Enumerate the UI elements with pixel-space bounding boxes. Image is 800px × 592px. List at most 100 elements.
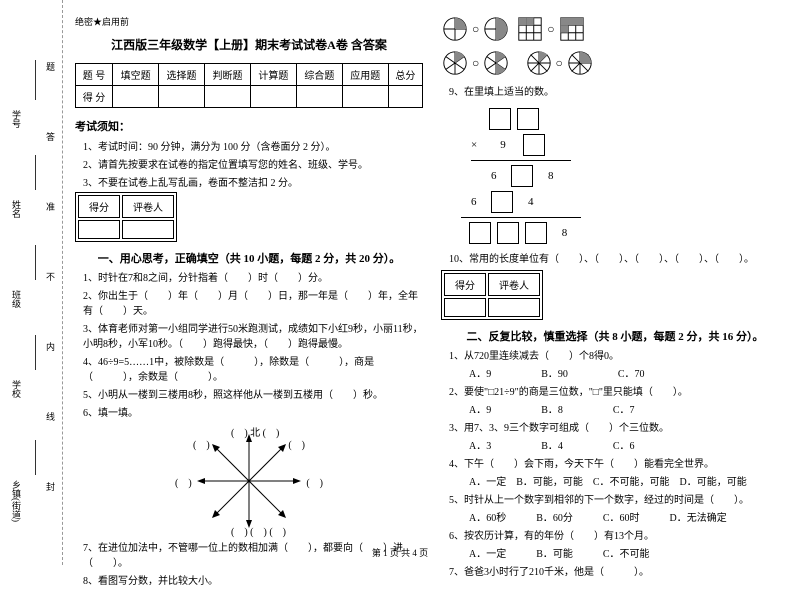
notice-item: 1、考试时间：90 分钟，满分为 100 分（含卷面分 2 分）。 xyxy=(83,138,423,153)
bind-field-township: 乡镇(街道) xyxy=(10,480,23,522)
s2q3: 3、用7、3、9三个数字可组成（ ）个三位数。 xyxy=(449,421,789,436)
compass-ne: ( ) xyxy=(288,436,305,451)
frac-circle: ○ xyxy=(441,15,510,43)
s2q5: 5、时针从上一个数字到相邻的下一个数字，经过的时间是（ ）。 xyxy=(449,493,789,508)
compass-e: ( ) xyxy=(306,474,323,489)
section2-title: 二、反复比较，慎重选择（共 8 小题，每题 2 分，共 16 分）。 xyxy=(441,328,789,344)
bind-line xyxy=(35,60,36,100)
q2: 2、你出生于（ ）年（ ）月（ ）日，那一年是（ ）年，全年有（ ）天。 xyxy=(83,289,423,319)
notice-list: 1、考试时间：90 分钟，满分为 100 分（含卷面分 2 分）。 2、请首先按… xyxy=(83,138,423,189)
blank-box xyxy=(491,191,513,213)
blank-box xyxy=(511,165,533,187)
bind-line xyxy=(35,245,36,280)
q1: 1、时针在7和8之间，分针指着（ ）时（ ）分。 xyxy=(83,271,423,286)
q6: 6、填一填。 xyxy=(83,406,423,421)
compass-n: ( ) 北 ( ) xyxy=(231,424,279,439)
rule-line xyxy=(471,160,571,161)
compass-diagram: ( ) 北 ( ) ( ) ( ) ( ) ( ) ( ) ( ) ( ) xyxy=(179,426,319,536)
notice-item: 2、请首先按要求在试卷的指定位置填写您的姓名、班级、学号。 xyxy=(83,156,423,171)
bind-line xyxy=(35,440,36,475)
rule-line xyxy=(461,217,581,218)
s2q5-opts: A．60秒 B．60分 C．60时 D．无法确定 xyxy=(449,511,789,526)
s2q1: 1、从720里连续减去（ ）个8得0。 xyxy=(449,349,789,364)
cell: 评卷人 xyxy=(488,273,540,296)
notice-item: 3、不要在试卷上乱写乱画，卷面不整洁扣 2 分。 xyxy=(83,174,423,189)
exam-title: 江西版三年级数学【上册】期末考试试卷A卷 含答案 xyxy=(75,36,423,53)
blank-box xyxy=(525,222,547,244)
notice-heading: 考试须知： xyxy=(75,118,423,134)
th: 判断题 xyxy=(204,64,250,86)
td xyxy=(204,86,250,108)
td xyxy=(159,86,205,108)
td: 得 分 xyxy=(76,86,113,108)
compare-circle: ○ xyxy=(472,56,479,71)
compare-circle: ○ xyxy=(472,22,479,37)
fraction-diagrams: ○ ○ ○ ○ xyxy=(441,15,789,77)
right-column: ○ ○ ○ ○ 9、在里填上适当的数。 × 9 xyxy=(441,15,789,592)
seal-mark: 不 xyxy=(46,270,55,283)
td xyxy=(342,86,388,108)
bind-field-class: 班级 xyxy=(10,290,23,308)
td xyxy=(388,86,422,108)
td xyxy=(296,86,342,108)
score-table: 题 号 填空题 选择题 判断题 计算题 综合题 应用题 总分 得 分 xyxy=(75,63,423,108)
digit-8: 8 xyxy=(548,170,554,182)
digit-6: 6 xyxy=(471,196,477,208)
q5: 5、小明从一楼到三楼用8秒，照这样他从一楼到五楼用（ ）秒。 xyxy=(83,388,423,403)
cell: 得分 xyxy=(78,195,120,218)
th: 总分 xyxy=(388,64,422,86)
cell: 得分 xyxy=(444,273,486,296)
s2q2: 2、要使"□21÷9"的商是三位数，"□"里只能填（ ）。 xyxy=(449,385,789,400)
td xyxy=(250,86,296,108)
binding-margin: 乡镇(街道) 学校 班级 姓名 学号 封 线 内 不 准 答 题 xyxy=(8,0,63,565)
seal-mark: 线 xyxy=(46,410,55,423)
left-column: 绝密★启用前 江西版三年级数学【上册】期末考试试卷A卷 含答案 题 号 填空题 … xyxy=(75,15,423,592)
frac-square: ○ xyxy=(516,15,585,43)
compare-circle: ○ xyxy=(556,56,563,71)
compass-nw: ( ) xyxy=(193,436,210,451)
digit-8: 8 xyxy=(562,227,568,239)
blank-box xyxy=(517,108,539,130)
bind-field-name: 姓名 xyxy=(10,200,23,218)
bind-field-school: 学校 xyxy=(10,380,23,398)
cell xyxy=(122,220,174,239)
th: 综合题 xyxy=(296,64,342,86)
seal-mark: 准 xyxy=(46,200,55,213)
s2q4: 4、下午（ ）会下雨，今天下午（ ）能看完全世界。 xyxy=(449,457,789,472)
digit-4: 4 xyxy=(528,196,534,208)
page-footer: 第 1 页 共 4 页 xyxy=(0,546,800,559)
cell xyxy=(444,298,486,317)
seal-mark: 内 xyxy=(46,340,55,353)
q4: 4、46÷9=5……1中，被除数是（ ），除数是（ ），商是（ ），余数是（ ）… xyxy=(83,355,423,385)
compass-w: ( ) xyxy=(175,474,192,489)
th: 选择题 xyxy=(159,64,205,86)
seal-mark: 封 xyxy=(46,480,55,493)
q3: 3、体育老师对第一小组同学进行50米跑测试，成绩如下小红9秒，小丽11秒，小明8… xyxy=(83,322,423,352)
bind-line xyxy=(35,155,36,190)
th: 填空题 xyxy=(113,64,159,86)
compare-circle: ○ xyxy=(547,22,554,37)
compass-s: ( ) ( ) ( ) xyxy=(231,523,286,538)
s2q7: 7、爸爸3小时行了210千米，他是（ ）。 xyxy=(449,565,789,580)
th: 计算题 xyxy=(250,64,296,86)
blank-box xyxy=(489,108,511,130)
th: 题 号 xyxy=(76,64,113,86)
s2q1-opts: A．9 B．90 C．70 xyxy=(449,367,789,382)
bind-line xyxy=(35,335,36,370)
q8: 8、看图写分数，并比较大小。 xyxy=(83,574,423,589)
cell: 评卷人 xyxy=(122,195,174,218)
multiplication-problem: × 9 6 8 6 4 8 xyxy=(441,108,789,244)
s2q4-opts: A．一定 B．可能，可能 C．不可能，可能 D．可能，可能 xyxy=(449,475,789,490)
frac-row2: ○ ○ xyxy=(441,49,789,77)
content-area: 绝密★启用前 江西版三年级数学【上册】期末考试试卷A卷 含答案 题 号 填空题 … xyxy=(75,15,790,592)
secrecy-note: 绝密★启用前 xyxy=(75,15,423,28)
q9: 9、在里填上适当的数。 xyxy=(449,85,789,100)
seal-mark: 题 xyxy=(46,60,55,73)
td xyxy=(113,86,159,108)
grader-box-2: 得分评卷人 xyxy=(441,270,543,320)
grader-box: 得分评卷人 xyxy=(75,192,177,242)
blank-box xyxy=(523,134,545,156)
section1-title: 一、用心思考，正确填空（共 10 小题，每题 2 分，共 20 分）。 xyxy=(75,250,423,266)
q10: 10、常用的长度单位有（ ）、（ ）、（ ）、（ ）、（ ）。 xyxy=(449,252,789,267)
seal-mark: 答 xyxy=(46,130,55,143)
